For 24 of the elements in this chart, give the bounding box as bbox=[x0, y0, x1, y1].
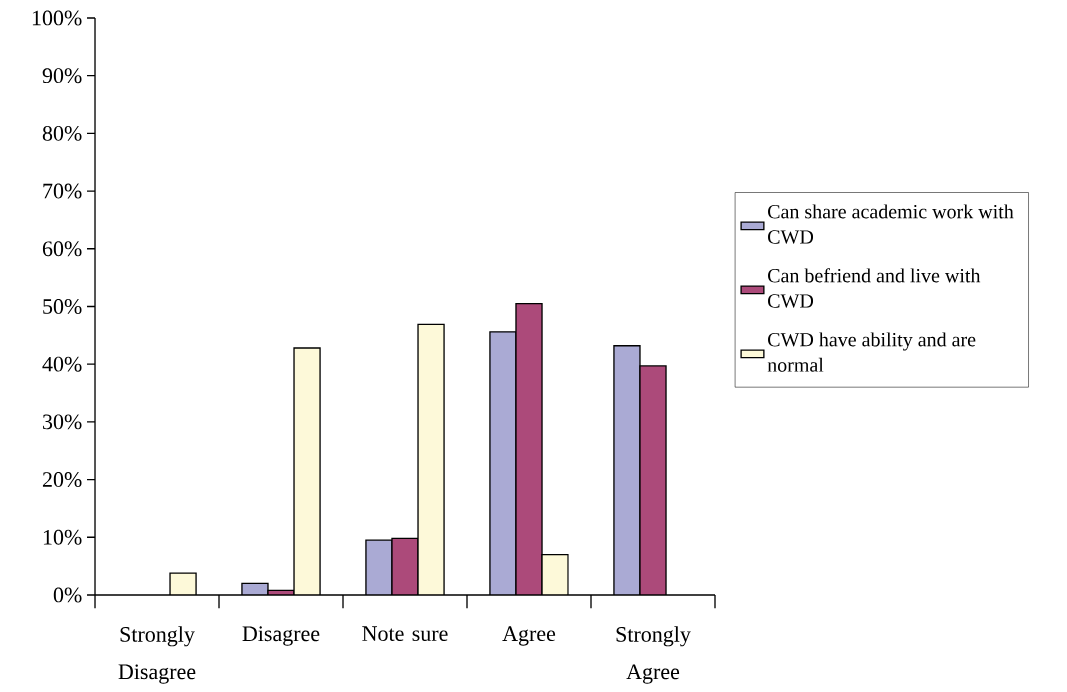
x-tick-label: Strongly Agree bbox=[616, 626, 691, 684]
y-tick-label: 40% bbox=[42, 356, 82, 372]
y-tick-label: 10% bbox=[43, 529, 82, 545]
bar bbox=[515, 303, 543, 595]
x-tick-label: Note sure bbox=[362, 626, 448, 641]
x-tick-label: Disagree bbox=[242, 626, 320, 646]
bar bbox=[294, 348, 321, 595]
y-tick-label: 20% bbox=[42, 472, 82, 488]
y-tick-label: 80% bbox=[42, 125, 82, 141]
legend-label: CWD have ability and are normal bbox=[767, 332, 976, 372]
x-tick-label: Agree bbox=[502, 626, 556, 646]
bar bbox=[418, 324, 445, 595]
bar bbox=[391, 538, 419, 595]
y-tick-label: 90% bbox=[42, 68, 82, 84]
y-tick-label: 0% bbox=[53, 587, 82, 603]
y-tick-label: 70% bbox=[43, 183, 82, 199]
x-tick-label: Strongly Disagree bbox=[118, 626, 196, 684]
y-tick-label: 60% bbox=[42, 241, 82, 257]
legend-label: Can befriend and live with CWD bbox=[768, 268, 981, 308]
y-tick-label: 30% bbox=[43, 414, 82, 430]
bar bbox=[639, 365, 667, 595]
legend-label: Can share academic work with CWD bbox=[768, 204, 1014, 244]
y-tick-label: 50% bbox=[43, 299, 82, 314]
y-tick-label: 100% bbox=[32, 10, 82, 26]
